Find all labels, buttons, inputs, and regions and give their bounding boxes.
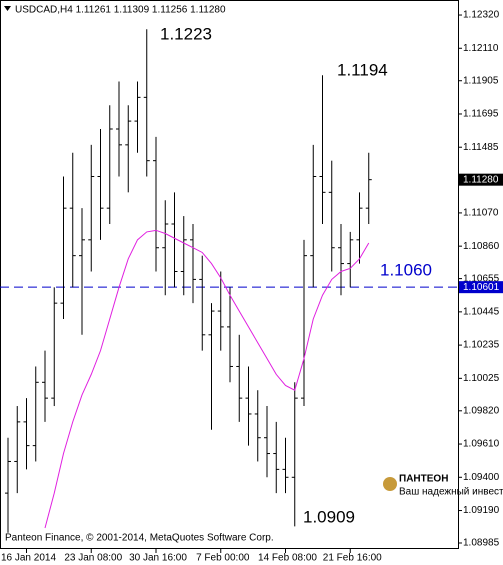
- menu-arrow[interactable]: [4, 6, 11, 11]
- y-tick-label: 1.11070: [463, 208, 499, 219]
- price-annotation: 1.0909: [303, 507, 355, 526]
- x-tick-label: 23 Jan 08:00: [64, 553, 122, 564]
- x-tick-label: 14 Feb 08:00: [258, 553, 317, 564]
- y-tick-label: 1.09190: [463, 505, 500, 516]
- x-tick-label: 30 Jan 16:00: [129, 553, 187, 564]
- y-tick-label: 1.11905: [463, 75, 499, 86]
- chart-title: USDCAD,H4 1.11261 1.11309 1.11256 1.1128…: [15, 5, 226, 16]
- y-tick-label: 1.09610: [463, 439, 500, 450]
- y-tick-label: 1.10860: [463, 241, 500, 252]
- y-tick-label: 1.09820: [463, 405, 500, 416]
- y-tick-label: 1.10235: [463, 340, 500, 351]
- x-tick-label: 21 Feb 16:00: [323, 553, 382, 564]
- y-tick-label: 1.11485: [463, 142, 499, 153]
- y-tick-label: 1.12110: [463, 43, 499, 54]
- logo-tagline: Ваш надежный инвестиционный брокер: [399, 486, 503, 498]
- level-label: 1.10601: [463, 282, 500, 293]
- level-annotation: 1.1060: [380, 261, 432, 280]
- y-tick-label: 1.09400: [463, 472, 500, 483]
- price-annotation: 1.1194: [337, 60, 388, 79]
- y-tick-label: 1.12320: [463, 10, 500, 21]
- price-annotation: 1.1223: [160, 24, 212, 43]
- footer: Panteon Finance, © 2001-2014, MetaQuotes…: [5, 533, 274, 544]
- y-tick-label: 1.11695: [463, 109, 499, 120]
- y-tick-label: 1.10655: [463, 273, 500, 284]
- y-tick-label: 1.08985: [463, 538, 500, 549]
- moving-average: [44, 229, 370, 529]
- plot-frame: [0, 0, 459, 549]
- y-tick-label: 1.10445: [463, 306, 500, 317]
- level-label-bg: [459, 281, 503, 294]
- bid-label: 1.11280: [463, 174, 499, 185]
- x-tick-label: 7 Feb 00:00: [196, 553, 250, 564]
- y-tick-label: 1.10025: [463, 373, 500, 384]
- logo-icon: [383, 477, 397, 491]
- logo: ПАНТЕОН Ваш надежный инвестиционный брок…: [383, 474, 503, 498]
- x-tick-label: 16 Jan 2014: [1, 553, 56, 564]
- bid-label-bg: [459, 173, 503, 186]
- logo-name: ПАНТЕОН: [399, 474, 448, 485]
